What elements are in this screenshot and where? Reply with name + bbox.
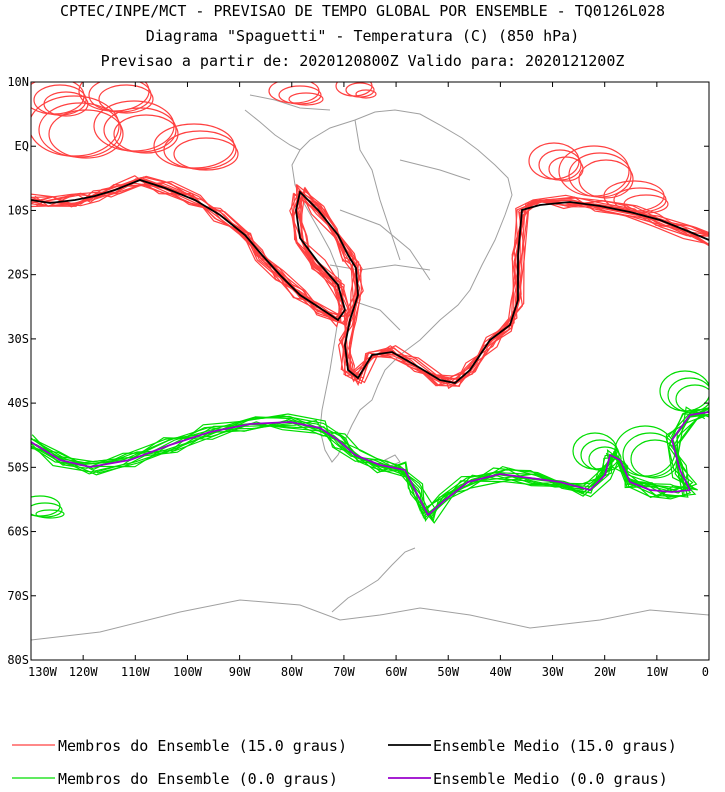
lon-labels: 130W 120W 110W 100W 90W 80W 70W 60W 50W 40W 30W 20W… bbox=[28, 665, 709, 679]
member-contour-0 bbox=[31, 411, 706, 516]
member-blob-15 bbox=[113, 114, 179, 154]
lon-label: 10W bbox=[646, 665, 668, 679]
legend-label-members-15: Membros do Ensemble (15.0 graus) bbox=[58, 737, 347, 755]
member-blob-15 bbox=[335, 82, 373, 97]
lon-label: 50W bbox=[437, 665, 459, 679]
lon-label: 80W bbox=[281, 665, 303, 679]
member-blob-15 bbox=[355, 89, 377, 99]
member-contour-0 bbox=[31, 409, 709, 523]
lon-label: 120W bbox=[69, 665, 99, 679]
lat-label: EQ bbox=[15, 139, 29, 153]
border-4 bbox=[349, 299, 401, 331]
lat-label: 30S bbox=[7, 332, 29, 346]
member-contour-0 bbox=[31, 413, 709, 520]
lon-label: 90W bbox=[229, 665, 251, 679]
falklands bbox=[384, 454, 401, 467]
member-blob-15 bbox=[88, 82, 152, 113]
ensemble-means bbox=[31, 179, 709, 517]
member-blob-15 bbox=[93, 100, 175, 152]
lat-label: 80S bbox=[7, 653, 29, 667]
member-contour-15 bbox=[31, 175, 709, 383]
member-blob-15 bbox=[568, 152, 632, 198]
lat-labels: 10N EQ 10S 20S 30S 40S 50S 60S 70S 80S bbox=[7, 75, 29, 667]
lat-label: 10S bbox=[7, 203, 29, 217]
title-line-3: Previsao a partir de: 2020120800Z Valido… bbox=[100, 52, 625, 70]
map-frame bbox=[30, 81, 710, 661]
member-blob-0 bbox=[35, 509, 65, 519]
border-5 bbox=[329, 264, 431, 271]
lon-label: 40W bbox=[490, 665, 512, 679]
member-blob-15 bbox=[288, 92, 324, 106]
lat-label: 60S bbox=[7, 525, 29, 539]
lon-label: 60W bbox=[385, 665, 407, 679]
lon-label: 70W bbox=[333, 665, 355, 679]
caribbean-coast bbox=[249, 94, 331, 111]
member-blob-15 bbox=[623, 194, 669, 214]
ensemble-members-15 bbox=[31, 82, 709, 390]
member-blob-0 bbox=[31, 495, 61, 517]
lon-label: 20W bbox=[594, 665, 616, 679]
ensemble-mean-15 bbox=[31, 179, 709, 384]
member-blob-15 bbox=[268, 82, 320, 104]
title-line-2: Diagrama "Spaguetti" - Temperatura (C) (… bbox=[145, 27, 580, 45]
lon-label: 110W bbox=[121, 665, 151, 679]
legend-label-members-0: Membros do Ensemble (0.0 graus) bbox=[58, 770, 338, 788]
member-blob-0 bbox=[630, 439, 680, 479]
member-blob-15 bbox=[578, 159, 634, 199]
legend-label-mean-15: Ensemble Medio (15.0 graus) bbox=[433, 737, 677, 755]
lat-label: 40S bbox=[7, 396, 29, 410]
member-blob-15 bbox=[163, 130, 237, 170]
border-3 bbox=[339, 209, 431, 281]
member-contour-0 bbox=[35, 407, 709, 512]
ensemble-mean-0 bbox=[31, 411, 709, 517]
lat-label: 10N bbox=[7, 75, 29, 89]
member-blob-0 bbox=[675, 384, 709, 414]
central-america-coast bbox=[244, 109, 301, 151]
legend-label-mean-0: Ensemble Medio (0.0 graus) bbox=[433, 770, 668, 788]
lat-label: 50S bbox=[7, 460, 29, 474]
member-blob-15 bbox=[278, 85, 322, 105]
legend: Membros do Ensemble (15.0 graus) Ensembl… bbox=[12, 737, 677, 788]
member-blob-0 bbox=[667, 377, 709, 413]
member-blob-15 bbox=[48, 109, 124, 159]
lat-label: 70S bbox=[7, 589, 29, 603]
axis-ticks bbox=[30, 81, 710, 661]
lon-label: 0 bbox=[702, 665, 709, 679]
member-blob-0 bbox=[31, 502, 63, 518]
border-1 bbox=[354, 119, 401, 261]
member-blob-15 bbox=[173, 137, 239, 171]
member-blob-15 bbox=[31, 95, 120, 157]
member-blob-0 bbox=[622, 432, 678, 478]
member-blob-15 bbox=[548, 156, 584, 182]
member-blob-0 bbox=[588, 446, 622, 472]
south-america-coast bbox=[291, 109, 513, 463]
lon-label: 100W bbox=[173, 665, 203, 679]
lon-label: 130W bbox=[28, 665, 58, 679]
member-blob-15 bbox=[98, 84, 154, 114]
member-blob-0 bbox=[659, 370, 709, 412]
member-contour-0 bbox=[33, 407, 709, 514]
member-contour-15 bbox=[31, 176, 709, 381]
member-blob-15 bbox=[153, 123, 235, 169]
lon-label: 30W bbox=[542, 665, 564, 679]
land-outlines bbox=[31, 94, 709, 641]
lat-label: 20S bbox=[7, 268, 29, 282]
member-blob-15 bbox=[38, 102, 122, 158]
antarctic-coast bbox=[31, 599, 709, 641]
antarctic-peninsula bbox=[331, 547, 416, 613]
ensemble-members-0 bbox=[31, 370, 709, 524]
member-blob-0 bbox=[572, 432, 618, 470]
title-line-1: CPTEC/INPE/MCT - PREVISAO DE TEMPO GLOBA… bbox=[59, 2, 666, 20]
member-blob-15 bbox=[33, 84, 87, 116]
member-blob-15 bbox=[613, 187, 667, 213]
border-2 bbox=[399, 159, 471, 181]
